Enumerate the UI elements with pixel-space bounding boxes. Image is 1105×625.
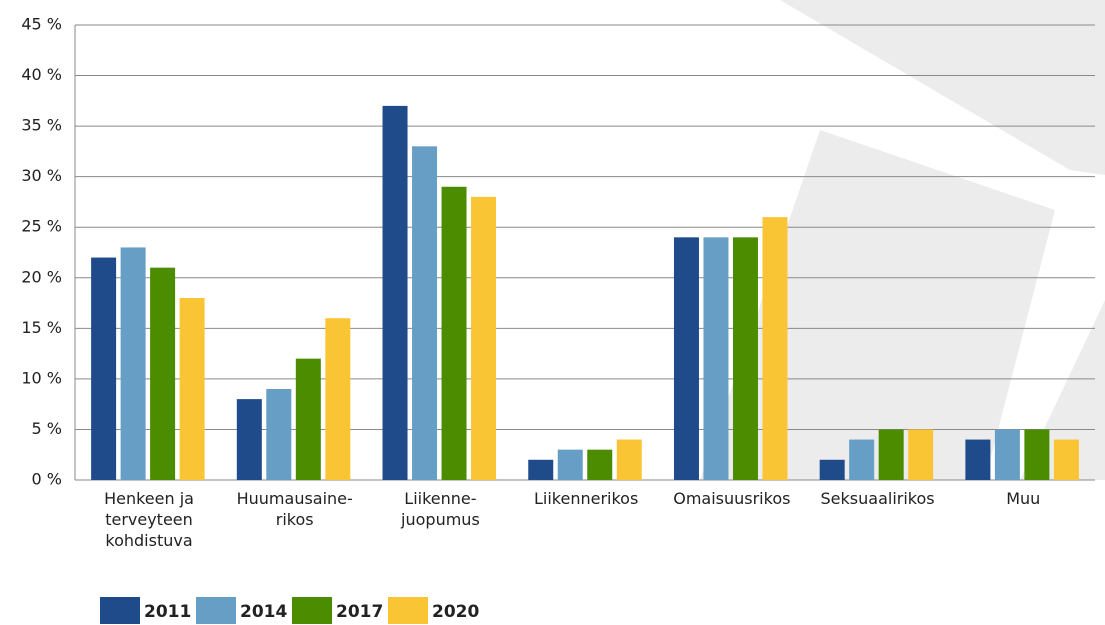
- bar: [762, 217, 788, 480]
- decoration: [780, 0, 1105, 175]
- x-tick-label: Muu: [1006, 489, 1041, 508]
- bar: [878, 429, 904, 480]
- legend-label: 2020: [432, 602, 479, 622]
- bar: [819, 459, 845, 480]
- legend-swatch: [388, 597, 428, 624]
- x-tick-label: Huumausaine- rikos: [236, 489, 353, 529]
- bar: [1024, 429, 1050, 480]
- bar: [1053, 439, 1079, 480]
- y-tick-label: 15 %: [21, 318, 62, 337]
- legend-label: 2011: [144, 602, 191, 622]
- legend-swatch: [100, 597, 140, 624]
- legend-label: 2017: [336, 602, 383, 622]
- x-tick-label: Liikenne- juopumus: [401, 489, 480, 529]
- y-tick-label: 0 %: [32, 470, 62, 489]
- bar: [441, 186, 467, 480]
- y-tick-label: 35 %: [21, 116, 62, 135]
- bar: [91, 257, 117, 480]
- y-tick-label: 5 %: [32, 419, 62, 438]
- x-tick-label: Omaisuusrikos: [673, 489, 791, 508]
- bar: [412, 146, 438, 481]
- bar: [120, 247, 146, 480]
- bar: [471, 196, 497, 480]
- bar: [703, 237, 729, 480]
- bar: [849, 439, 875, 480]
- bar: [382, 105, 408, 480]
- y-tick-label: 20 %: [21, 267, 62, 286]
- x-tick-label: Seksuaalirikos: [820, 489, 935, 508]
- bar: [908, 429, 934, 480]
- legend-swatch: [196, 597, 236, 624]
- bar: [150, 267, 176, 480]
- decoration: [700, 130, 1055, 480]
- x-tick-label: Henkeen ja terveyteen kohdistuva: [104, 489, 194, 550]
- bar: [587, 449, 613, 480]
- y-tick-label: 10 %: [21, 368, 62, 387]
- bar: [325, 318, 351, 480]
- bar: [266, 389, 292, 480]
- bar: [673, 237, 699, 480]
- bar: [616, 439, 642, 480]
- legend-label: 2014: [240, 602, 287, 622]
- y-tick-label: 25 %: [21, 217, 62, 236]
- bar: [732, 237, 758, 480]
- bar: [994, 429, 1020, 480]
- y-tick-label: 40 %: [21, 65, 62, 84]
- legend-swatch: [292, 597, 332, 624]
- bar: [179, 298, 205, 480]
- x-tick-label: Liikennerikos: [533, 489, 639, 508]
- bar: [528, 459, 554, 480]
- bar: [965, 439, 991, 480]
- bar: [295, 358, 321, 480]
- bar: [236, 399, 262, 480]
- y-tick-label: 30 %: [21, 166, 62, 185]
- bar: [557, 449, 583, 480]
- y-tick-label: 45 %: [21, 15, 62, 34]
